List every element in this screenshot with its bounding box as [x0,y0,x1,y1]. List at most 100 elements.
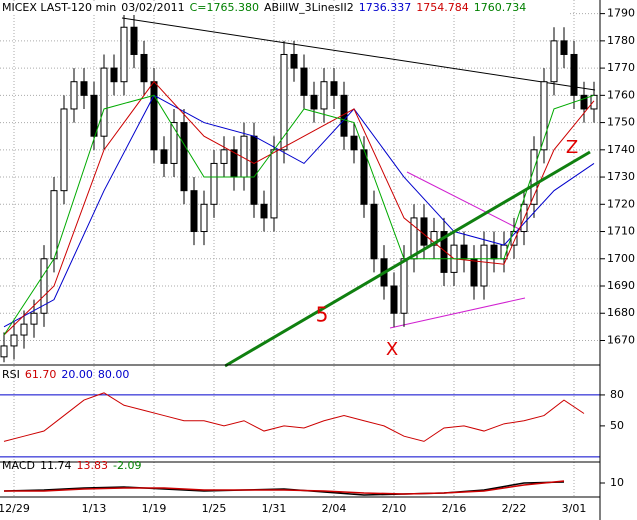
candle-body [550,40,558,83]
x-tick-label: 1/31 [262,502,287,515]
candle-body [220,149,228,164]
candle-body [110,67,118,83]
candle-body [390,285,398,314]
panel-header: MICEX LAST-120 min 03/02/2011 C=1765.380 AB… [2,1,526,14]
candle-body [190,190,198,233]
moving-average [3,80,595,336]
candle-body [50,190,58,260]
wave-label: Z [566,137,578,158]
candle-body [290,53,298,69]
wave-label: X [386,339,398,360]
header-item: C=1765.380 [190,1,259,14]
candle-body [90,94,98,137]
y-tick-label: 1760 [607,88,635,101]
candle-body [420,217,428,246]
candle-body [180,122,188,192]
candle-body [20,323,28,336]
wave-label: 5 [316,303,329,327]
candle-body [120,26,128,83]
y-tick-label: 80 [610,388,624,401]
candle-body [560,40,568,55]
candle-body [460,244,468,260]
candle-body [10,334,18,347]
candle-body [490,244,498,260]
y-tick-label: 1710 [607,225,635,238]
candle-body [0,345,8,358]
x-tick-label: 2/04 [322,502,347,515]
y-tick-label: 1770 [607,61,635,74]
x-tick-label: 1/19 [142,502,167,515]
header-item: MACD [2,459,35,472]
y-tick-label: 10 [610,476,624,489]
candle-body [40,258,48,314]
candle-body [140,53,148,83]
header-item: 1754.784 [416,1,469,14]
x-tick-label: 2/10 [382,502,407,515]
candle-body [200,203,208,233]
wedge-line [389,297,526,329]
candle-body [440,231,448,273]
header-item: ABillW_3LinesII2 [264,1,354,14]
candle-body [370,203,378,260]
header-item: MICEX LAST-120 min [2,1,116,14]
y-tick-label: 1720 [607,197,635,210]
candle-body [400,258,408,314]
header-item: 61.70 [25,368,57,381]
header-item: 11.74 [40,459,72,472]
candle-body [360,149,368,205]
rsi-line [3,392,585,442]
candle-body [210,162,218,205]
candle-body [260,203,268,219]
moving-average [3,94,595,336]
header-item: 20.00 [61,368,93,381]
x-tick-label: 2/16 [442,502,467,515]
y-tick-label: 1700 [607,252,635,265]
y-tick-label: 1740 [607,143,635,156]
y-tick-label: 1790 [607,7,635,20]
header-item: 03/02/2011 [121,1,184,14]
grid [0,0,600,497]
x-tick-label: 1/25 [202,502,227,515]
candle-body [570,53,578,96]
header-bg [0,1,570,15]
candle-body [30,312,38,325]
macd-line [4,480,565,495]
candle-body [330,81,338,96]
y-tick-label: 1780 [607,34,635,47]
support-line [224,150,591,368]
candle-body [70,81,78,110]
candle-body [60,108,68,192]
candle-body [540,81,548,151]
y-tick-label: 1690 [607,279,635,292]
candle-body [150,81,158,151]
moving-average [3,94,595,328]
candle-body [100,67,108,137]
candle-body [480,244,488,287]
header-item: 1736.337 [359,1,412,14]
header-item: 1760.734 [474,1,527,14]
candle-body [590,94,598,110]
panel-header: MACD 11.74 13.83 -2.09 [2,459,141,472]
x-tick-label: 1/13 [82,502,107,515]
x-tick-label: 12/29 [0,502,30,515]
candle-body [250,135,258,205]
candle-body [280,53,288,151]
y-tick-label: 1670 [607,333,635,346]
candle-body [310,94,318,110]
candle-body [470,258,478,287]
candle-body [270,149,278,219]
header-item: -2.09 [113,459,141,472]
y-tick-label: 1750 [607,116,635,129]
candle-body [160,149,168,164]
candle-body [350,135,358,151]
x-tick-label: 3/01 [562,502,587,515]
header-item: RSI [2,368,20,381]
header-item: 13.83 [76,459,108,472]
y-tick-label: 50 [610,419,624,432]
candle-body [320,81,328,110]
candle-body [300,67,308,96]
